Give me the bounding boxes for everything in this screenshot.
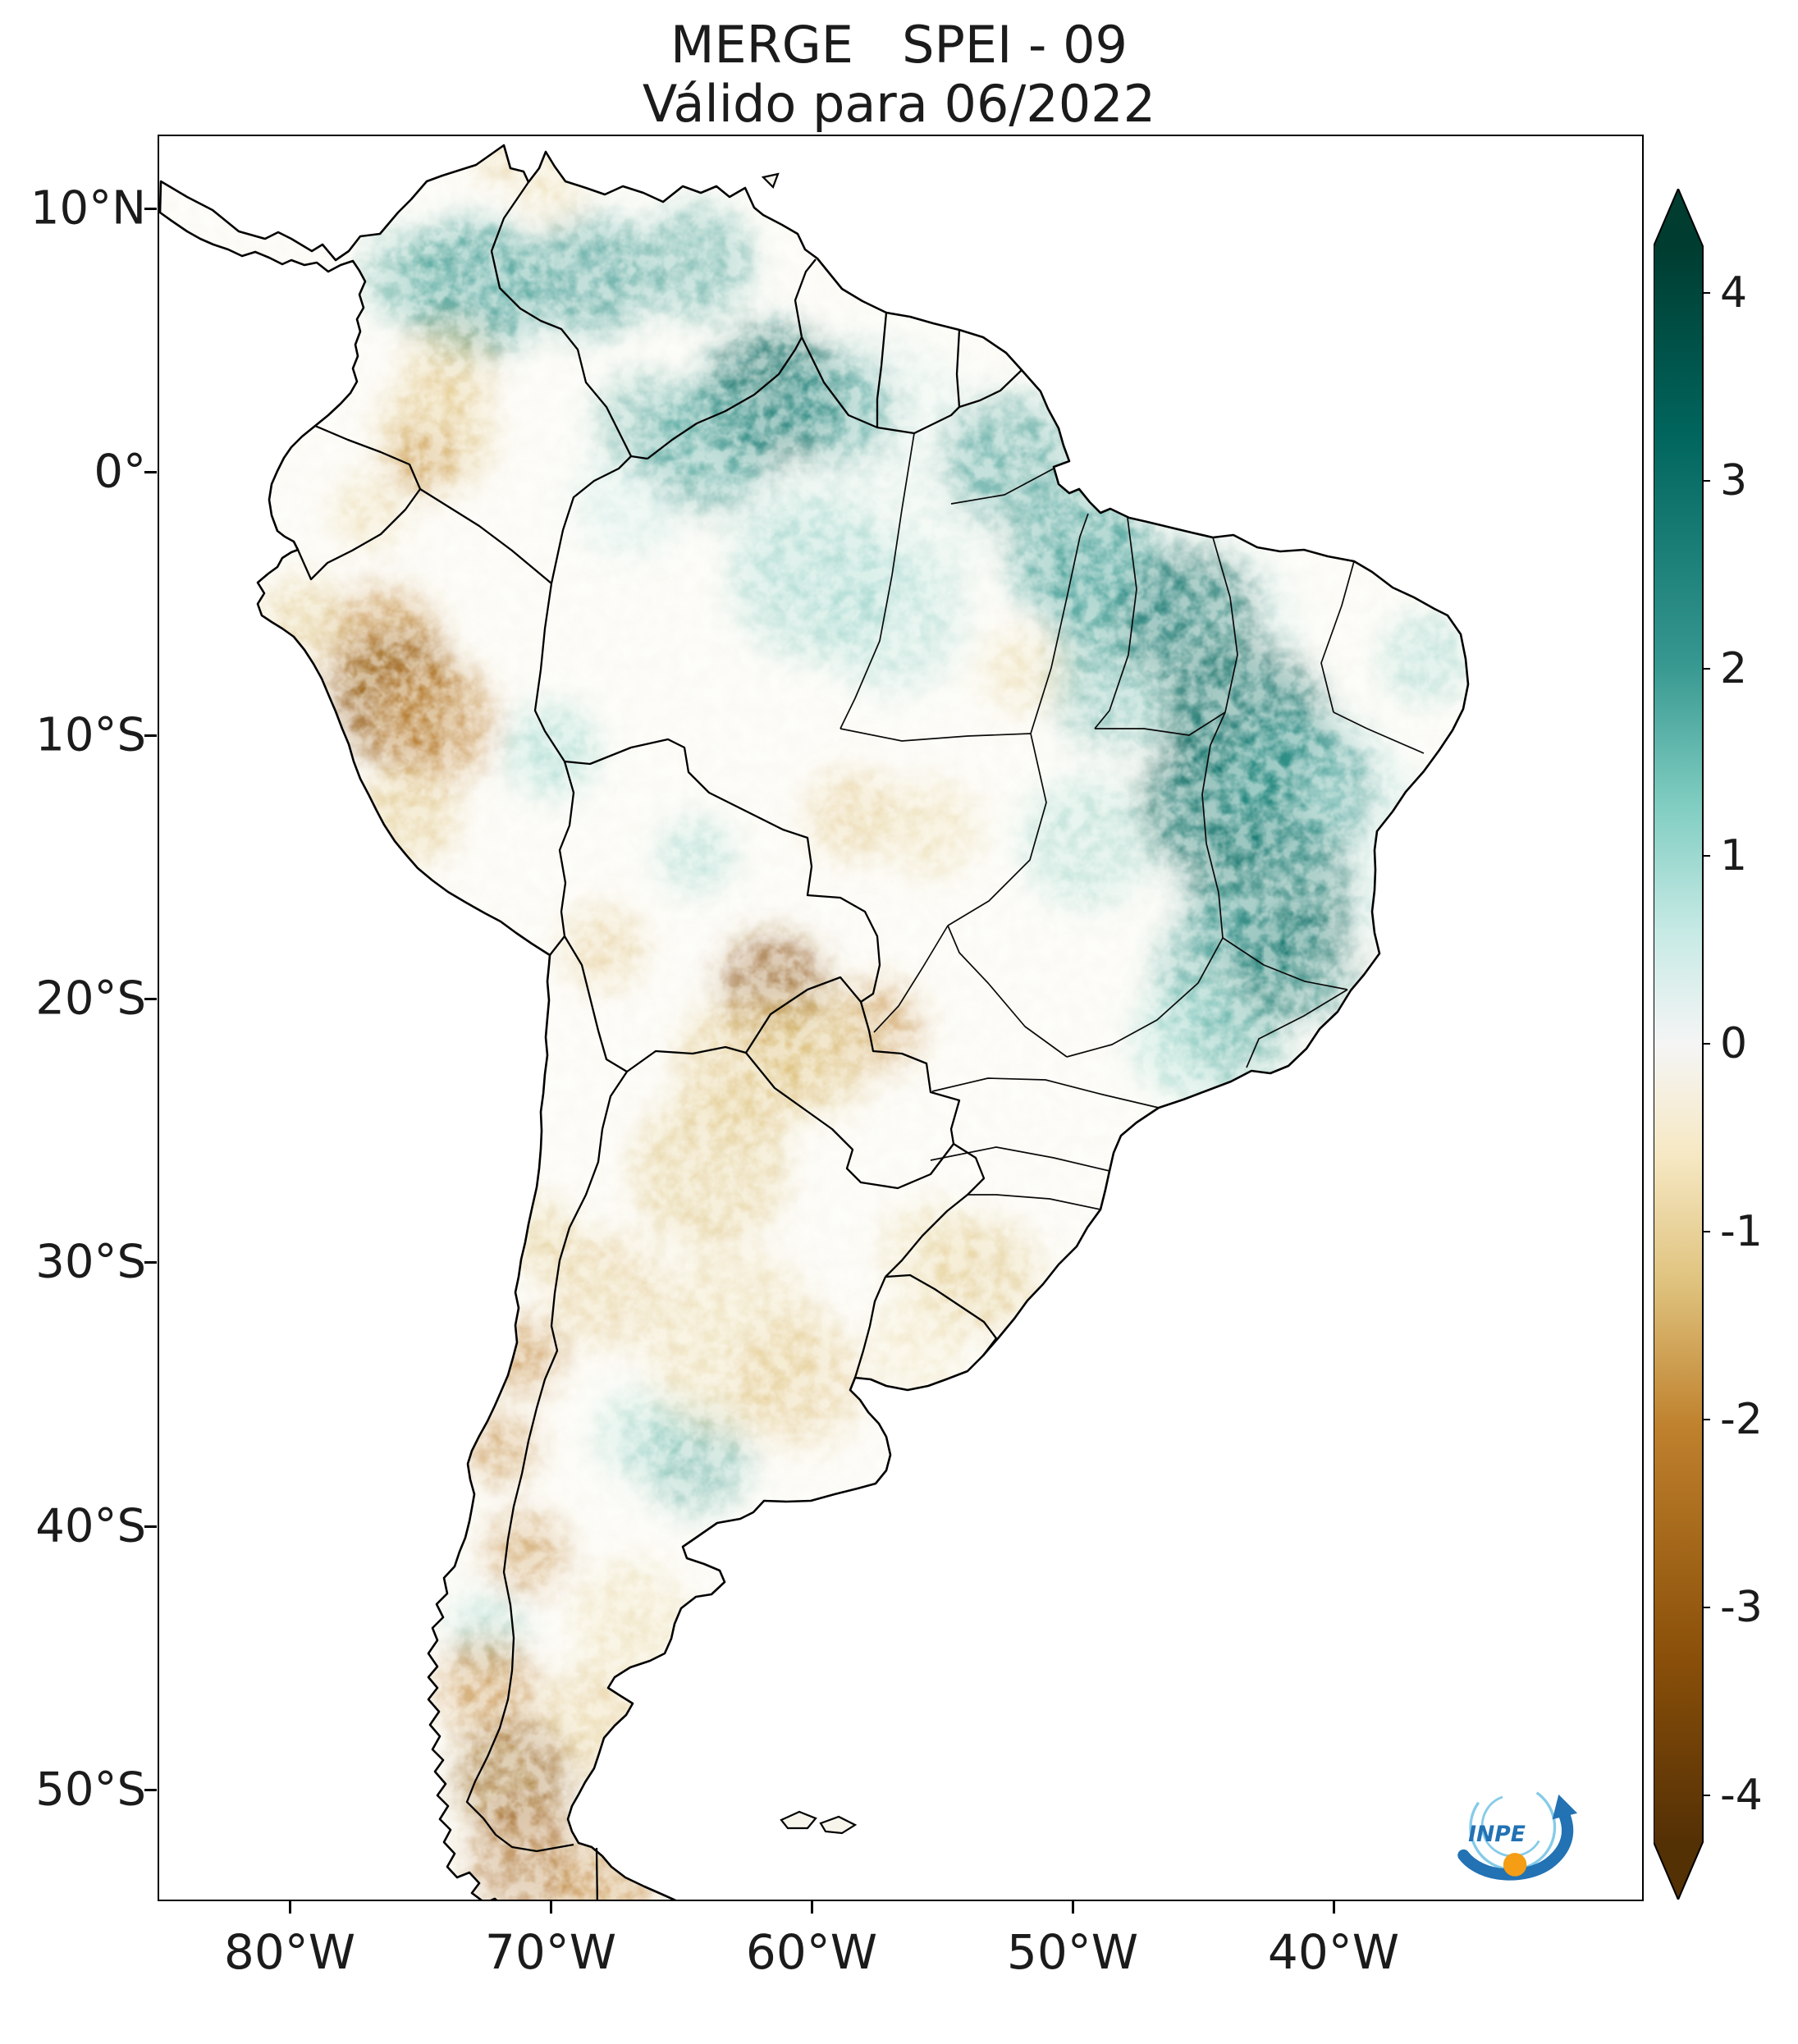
map-svg: INPE	[159, 144, 1578, 1900]
coastline	[159, 144, 1470, 1900]
speckle-overlay	[160, 145, 1468, 1900]
lat-axis-label: 10°S	[35, 708, 146, 762]
map-frame: INPE	[158, 135, 1644, 1901]
lon-axis-tick	[811, 1901, 813, 1914]
colorbar-tick-label: 1	[1720, 831, 1748, 880]
chart-subtitle: Válido para 06/2022	[642, 74, 1156, 134]
lat-axis-label: 0°	[94, 445, 146, 499]
colorbar	[1654, 189, 1710, 1900]
colorbar-tick-label: -3	[1720, 1583, 1763, 1632]
colorbar-ticks	[1703, 292, 1710, 1796]
lon-axis-tick	[550, 1901, 552, 1914]
state-borders	[840, 432, 1425, 1210]
lat-axis-tick	[144, 471, 157, 473]
colorbar-tick-label: -2	[1720, 1395, 1763, 1444]
inpe-logo-text: INPE	[1468, 1822, 1526, 1847]
lat-axis-label: 30°S	[35, 1235, 146, 1289]
colorbar-tick-label: -1	[1720, 1207, 1763, 1256]
trinidad-island	[761, 172, 780, 189]
country-borders	[296, 181, 1023, 1900]
lat-axis-tick	[144, 1789, 157, 1791]
lon-axis-tick	[1333, 1901, 1335, 1914]
inpe-logo: INPE	[1457, 1783, 1578, 1881]
colorbar-gradient	[1654, 189, 1704, 1900]
lon-axis-label: 80°W	[223, 1924, 356, 1980]
colorbar-tick-label: 4	[1720, 268, 1748, 318]
lat-axis-label: 50°S	[35, 1763, 146, 1817]
orbit-ring-icon	[1469, 1783, 1557, 1871]
lat-axis-tick	[144, 1261, 157, 1264]
lat-axis-tick	[144, 208, 157, 210]
colorbar-tick-label: 2	[1720, 644, 1748, 693]
lon-axis-label: 70°W	[484, 1924, 617, 1980]
lon-axis-label: 60°W	[745, 1924, 878, 1980]
lat-axis-tick	[144, 1525, 157, 1528]
orange-globe-icon	[1503, 1853, 1527, 1877]
orbit-ring-icon	[1480, 1794, 1544, 1858]
colorbar-tick-label: 0	[1720, 1019, 1748, 1068]
lat-axis-label: 20°S	[35, 972, 146, 1026]
colorbar-tick-label: 3	[1720, 456, 1748, 505]
colorbar-tick-label: -4	[1720, 1771, 1763, 1820]
lon-axis-tick	[1072, 1901, 1074, 1914]
lat-axis-tick	[144, 734, 157, 737]
lon-axis-label: 50°W	[1006, 1924, 1139, 1980]
falkland-islands	[780, 1810, 817, 1830]
arrow-swoosh-icon	[1457, 1810, 1574, 1881]
lon-axis-label: 40°W	[1267, 1924, 1400, 1980]
chart-title: MERGE SPEI - 09	[670, 15, 1128, 75]
lat-axis-label: 10°N	[30, 181, 146, 235]
lat-axis-label: 40°S	[35, 1499, 146, 1553]
lat-axis-tick	[144, 998, 157, 1000]
falkland-islands	[819, 1815, 858, 1835]
lon-axis-tick	[289, 1901, 291, 1914]
arrow-head-icon	[1552, 1794, 1578, 1820]
